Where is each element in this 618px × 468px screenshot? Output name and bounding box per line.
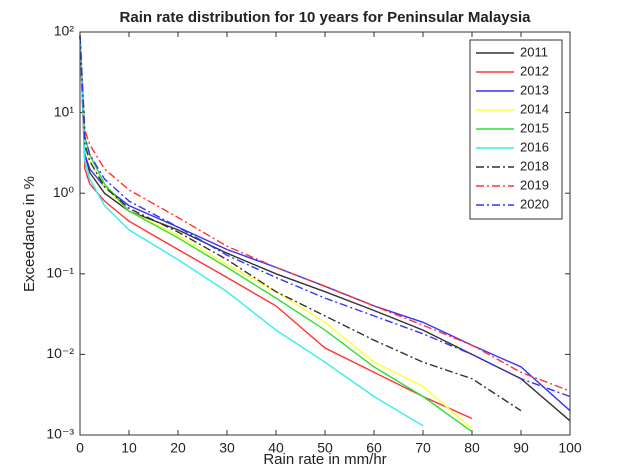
series-line [79,35,571,398]
legend-label: 2018 [520,158,549,173]
x-tick-label: 70 [415,440,431,456]
legend-label: 2014 [520,101,549,116]
y-tick-label: 10² [54,23,75,39]
x-tick-label: 60 [366,440,382,456]
legend-label: 2019 [520,177,549,192]
x-tick-label: 100 [558,440,582,456]
y-tick-label: 10⁻¹ [46,265,74,281]
x-tick-label: 80 [464,440,480,456]
y-tick-label: 10⁰ [53,184,75,200]
series-line [79,35,424,427]
x-tick-label: 30 [219,440,235,456]
series-line [79,35,571,392]
y-tick-label: 10¹ [54,103,75,119]
x-tick-label: 20 [170,440,186,456]
x-tick-label: 0 [76,440,84,456]
x-axis-label: Rain rate in mm/hr [263,451,386,468]
legend-label: 2016 [520,139,549,154]
legend-label: 2013 [520,82,549,97]
series-line [79,35,522,412]
chart-title: Rain rate distribution for 10 years for … [120,9,532,26]
legend-label: 2011 [520,44,548,59]
y-tick-label: 10⁻³ [46,426,74,442]
x-tick-label: 50 [317,440,333,456]
y-tick-label: 10⁻² [46,345,74,361]
series-line [79,35,473,420]
legend-label: 2015 [520,120,549,135]
x-tick-label: 90 [513,440,529,456]
legend-label: 2012 [520,63,549,78]
y-axis-label: Exceedance in % [21,176,38,292]
x-tick-label: 10 [121,440,137,456]
x-tick-label: 40 [268,440,284,456]
series-line [79,35,571,412]
legend-label: 2020 [520,196,549,211]
axes-box [79,31,571,436]
